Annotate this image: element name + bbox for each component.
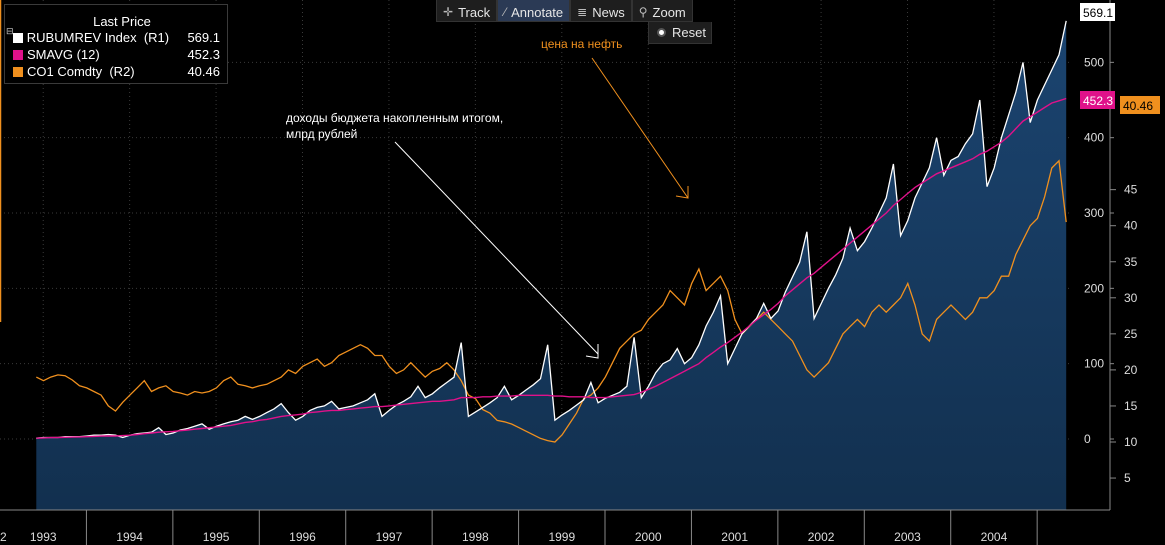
annotation-budget[interactable]: доходы бюджета накопленным итогом, млрд … bbox=[286, 111, 504, 141]
oil-price-line bbox=[36, 159, 1067, 443]
r1-tick-label: 200 bbox=[1084, 281, 1104, 295]
legend-item-oil[interactable]: CO1 Comdty (R2) 40.46 bbox=[5, 63, 227, 80]
pencil-icon: ⁄ bbox=[504, 5, 507, 19]
legend-item-value: 452.3 bbox=[187, 47, 220, 62]
r1-tick-label: 400 bbox=[1084, 131, 1104, 145]
r2-tick-label: 35 bbox=[1124, 255, 1138, 269]
r2-tick-label: 15 bbox=[1124, 399, 1138, 413]
smavg-line bbox=[36, 97, 1067, 439]
crosshair-icon: ✛ bbox=[443, 5, 454, 19]
zoom-button[interactable]: ⚲ Zoom bbox=[631, 0, 693, 22]
r2-tick-label: 40 bbox=[1124, 219, 1138, 233]
x-tick-label: 1996 bbox=[289, 530, 316, 544]
legend-item-name: CO1 Comdty (R2) bbox=[27, 64, 135, 79]
revenue-last-tag-bg bbox=[1080, 3, 1115, 21]
swatch-icon bbox=[13, 66, 23, 77]
annotate-label: Annotate bbox=[511, 4, 564, 20]
r2-tick-label: 5 bbox=[1124, 471, 1131, 485]
axes: 1993 1994 1995 1996 1997 1998 1999 2000 2001 2002… bbox=[0, 0, 1138, 545]
oil-arrowhead bbox=[675, 186, 689, 199]
oil-arrow bbox=[591, 57, 689, 199]
track-button[interactable]: ✛ Track bbox=[436, 0, 498, 22]
legend-item-value: 40.46 bbox=[187, 64, 220, 79]
r2-tick-label: 25 bbox=[1124, 327, 1138, 341]
legend-item-smavg[interactable]: SMAVG (12) 452.3 bbox=[5, 46, 227, 63]
r2-tick-label: 10 bbox=[1124, 435, 1138, 449]
x-tick-label: 2002 bbox=[808, 530, 835, 544]
news-button[interactable]: ≣ News bbox=[570, 0, 632, 22]
collapse-bracket-icon[interactable]: ⊟ bbox=[6, 26, 14, 36]
x-tick-label: 2004 bbox=[981, 530, 1008, 544]
zoom-label: Zoom bbox=[652, 4, 686, 20]
x-tick-label: 2001 bbox=[721, 530, 748, 544]
revenue-area-fill bbox=[36, 20, 1067, 511]
annotate-button[interactable]: ⁄ Annotate bbox=[497, 0, 571, 22]
r2-tick-label: 20 bbox=[1124, 363, 1138, 377]
x-tick-label: 1993 bbox=[30, 530, 57, 544]
reset-label: Reset bbox=[672, 25, 706, 40]
legend-item-value: 569.1 bbox=[187, 30, 220, 45]
x-tick-label: 2003 bbox=[894, 530, 921, 544]
x-tick-label-partial: 2 bbox=[0, 530, 7, 544]
r1-tick-label: 0 bbox=[1084, 432, 1091, 446]
x-tick-label: 1999 bbox=[548, 530, 575, 544]
reset-button[interactable]: Reset bbox=[648, 22, 712, 44]
annotation-oil[interactable]: цена на нефть bbox=[541, 37, 623, 51]
reset-icon bbox=[657, 28, 666, 37]
x-tick-label: 1994 bbox=[116, 530, 143, 544]
r1-tick-label: 100 bbox=[1084, 357, 1104, 371]
chart-markers: 569.1 452.3 40.46 bbox=[0, 0, 1160, 359]
r2-tick-label: 30 bbox=[1124, 291, 1138, 305]
x-tick-label: 1998 bbox=[462, 530, 489, 544]
swatch-icon bbox=[13, 49, 23, 60]
track-label: Track bbox=[458, 4, 491, 20]
x-tick-label: 2000 bbox=[635, 530, 662, 544]
x-tick-label: 1997 bbox=[376, 530, 403, 544]
r1-tick-label: 500 bbox=[1084, 55, 1104, 69]
legend-item-revenue[interactable]: ⊟ RUBUMREV Index (R1) 569.1 bbox=[5, 26, 227, 46]
legend-panel: Last Price ⊟ RUBUMREV Index (R1) 569.1 S… bbox=[4, 4, 228, 84]
legend-item-name: SMAVG (12) bbox=[27, 47, 100, 62]
smavg-last-tag: 452.3 bbox=[1083, 94, 1113, 108]
r1-tick-label: 300 bbox=[1084, 206, 1104, 220]
news-icon: ≣ bbox=[577, 5, 588, 19]
r2-tick-label: 45 bbox=[1124, 183, 1138, 197]
legend-item-name: RUBUMREV Index (R1) bbox=[26, 30, 170, 45]
smavg-last-tag-bg bbox=[1080, 91, 1115, 109]
oil-last-tag-bg bbox=[1120, 96, 1160, 114]
chart-toolbar: ✛ Track ⁄ Annotate ≣ News ⚲ Zoom bbox=[436, 0, 693, 22]
x-tick-label: 1995 bbox=[203, 530, 230, 544]
budget-arrow bbox=[394, 141, 599, 355]
news-label: News bbox=[592, 4, 625, 20]
revenue-last-tag: 569.1 bbox=[1083, 6, 1113, 20]
oil-last-tag: 40.46 bbox=[1123, 99, 1153, 113]
magnifier-icon: ⚲ bbox=[638, 5, 648, 19]
swatch-icon bbox=[13, 32, 23, 43]
legend-title: Last Price bbox=[93, 14, 151, 29]
budget-arrowhead bbox=[585, 344, 599, 359]
